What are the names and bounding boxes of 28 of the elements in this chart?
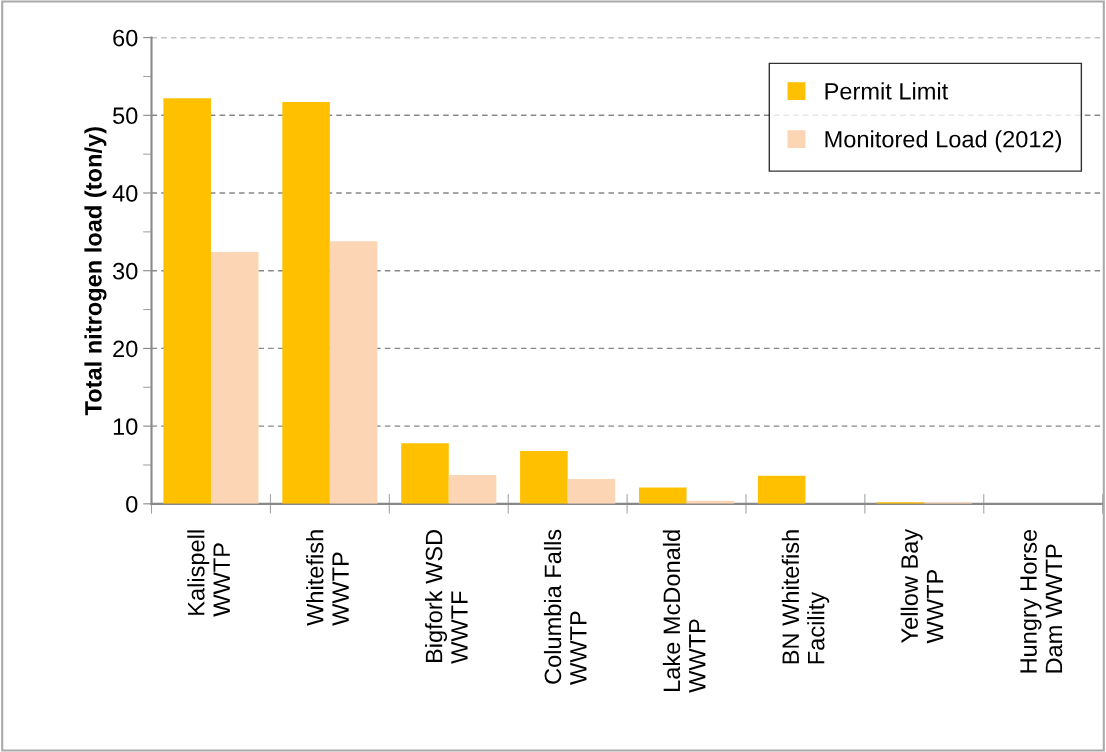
bar xyxy=(638,487,687,504)
y-tick-label: 40 xyxy=(112,185,138,202)
legend-label: Permit Limit xyxy=(825,82,949,100)
y-tick-label: 20 xyxy=(113,340,138,358)
x-tick-label: Yellow Bay WWTP xyxy=(900,528,944,644)
bar xyxy=(567,478,616,504)
x-tick-label: BN Whitefish Facility xyxy=(781,530,830,664)
y-tick-label: 30 xyxy=(112,262,138,280)
x-tick-label: Columbia Falls WWTP xyxy=(543,529,587,685)
bar xyxy=(401,443,449,504)
bar xyxy=(163,98,211,504)
y-axis-title: Total nitrogen load (ton/y) xyxy=(84,127,107,416)
y-tick-label: 60 xyxy=(113,29,138,47)
bar xyxy=(520,451,568,504)
legend-label: Monitored Load (2012) xyxy=(825,130,1062,153)
x-tick-label: Whitefish WWTP xyxy=(306,530,349,626)
x-tick-label: Bigfork WSD WWTF xyxy=(425,529,468,664)
bar xyxy=(757,475,806,504)
bar xyxy=(210,252,259,504)
bar xyxy=(329,241,378,504)
y-tick-label: 10 xyxy=(113,418,138,435)
x-tick-label: Kalispell WWTP xyxy=(187,530,230,617)
bar xyxy=(448,475,497,504)
x-tick-label: Lake McDonald WWTP xyxy=(662,530,706,693)
y-tick-label: 50 xyxy=(113,107,138,125)
x-tick-label: Hungry Horse Dam WWTP xyxy=(1020,529,1063,673)
bar xyxy=(282,102,330,504)
y-tick-label: 0 xyxy=(126,495,138,513)
